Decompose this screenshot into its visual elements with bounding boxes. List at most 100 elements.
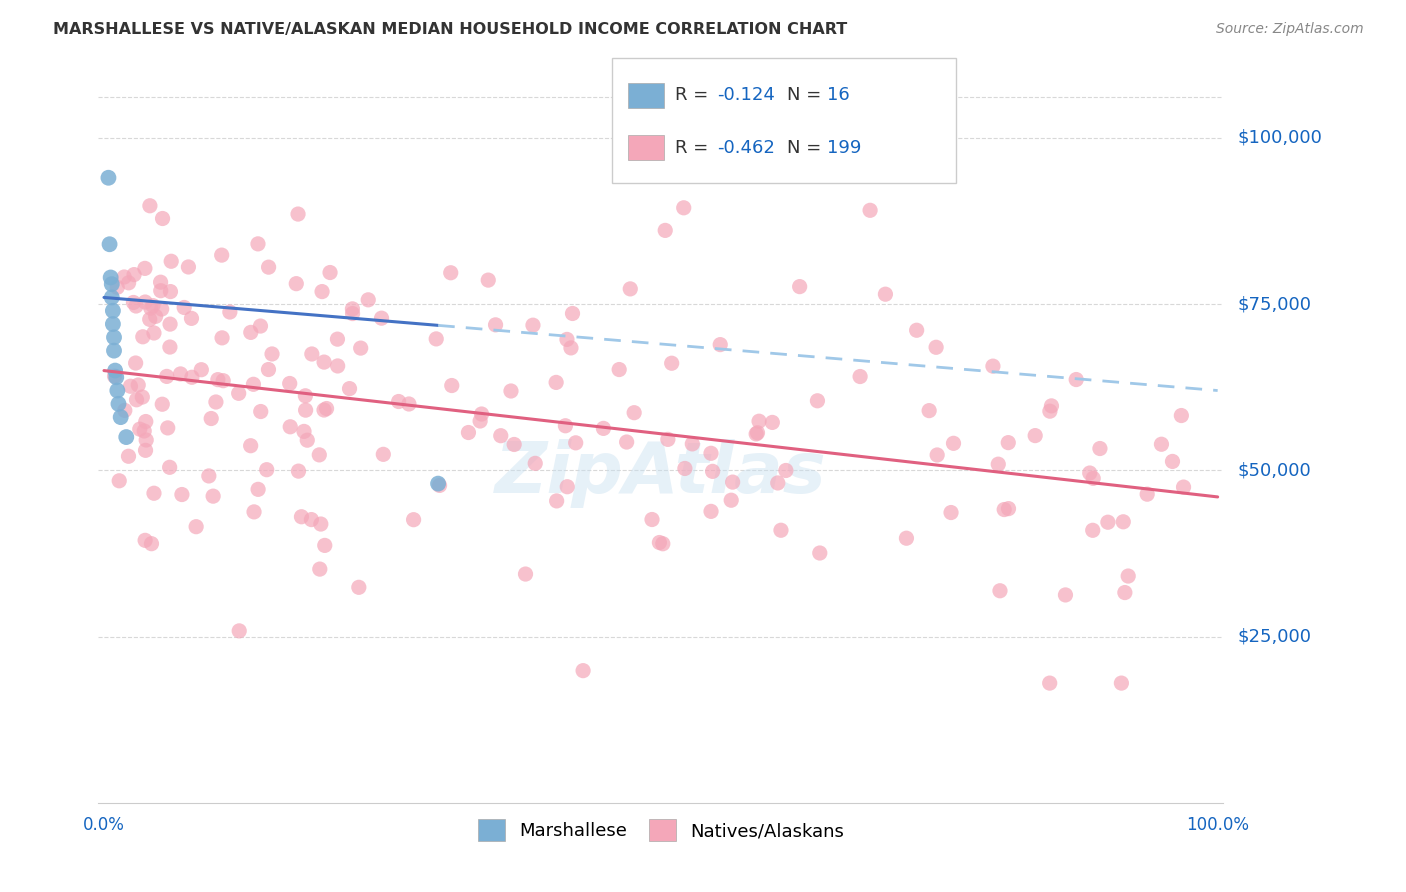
Point <box>125 392 148 407</box>
Point <box>260 347 283 361</box>
Point <box>1039 676 1062 690</box>
Point <box>246 236 269 251</box>
Point <box>294 389 316 403</box>
Point <box>278 376 301 391</box>
Point <box>218 305 240 319</box>
Point <box>205 395 228 409</box>
Point <box>247 483 270 497</box>
Point <box>142 299 165 313</box>
Text: ZipAtlas: ZipAtlas <box>495 439 827 508</box>
Point <box>927 448 949 462</box>
Point <box>761 416 783 430</box>
Point <box>202 489 225 503</box>
Text: $50,000: $50,000 <box>1237 461 1310 479</box>
Point <box>180 370 202 384</box>
Point <box>105 280 128 294</box>
Legend: Marshallese, Natives/Alaskans: Marshallese, Natives/Alaskans <box>471 812 851 848</box>
Point <box>681 437 703 451</box>
Point <box>141 537 163 551</box>
Point <box>440 266 463 280</box>
Text: $100,000: $100,000 <box>1237 128 1322 147</box>
Point <box>326 332 349 346</box>
Point <box>1111 676 1133 690</box>
Point <box>522 318 544 333</box>
Point <box>370 311 392 326</box>
Point <box>997 501 1019 516</box>
Point <box>748 414 770 428</box>
Point <box>135 433 157 447</box>
Point <box>103 369 125 384</box>
Point <box>190 362 212 376</box>
Point <box>555 333 578 347</box>
Point <box>555 480 578 494</box>
Point <box>103 343 125 358</box>
Point <box>239 326 262 340</box>
Point <box>702 464 724 478</box>
Point <box>1024 428 1046 442</box>
Point <box>766 475 789 490</box>
Point <box>592 421 614 435</box>
Point <box>425 332 447 346</box>
Point <box>709 337 731 351</box>
Point <box>156 421 179 435</box>
Point <box>150 397 173 411</box>
Point <box>294 403 316 417</box>
Point <box>641 512 664 526</box>
Point <box>789 279 811 293</box>
Point <box>720 493 742 508</box>
Point <box>311 285 333 299</box>
Point <box>939 506 962 520</box>
Point <box>299 512 322 526</box>
Point <box>117 276 139 290</box>
Point <box>1054 588 1077 602</box>
Point <box>309 516 332 531</box>
Point <box>173 301 195 315</box>
Point <box>156 369 179 384</box>
Point <box>198 469 221 483</box>
Point <box>1173 480 1195 494</box>
Point <box>503 437 526 451</box>
Point <box>654 223 676 237</box>
Point <box>747 425 769 440</box>
Point <box>115 430 138 444</box>
Point <box>623 406 645 420</box>
Point <box>169 367 191 381</box>
Point <box>524 456 547 470</box>
Point <box>745 426 768 441</box>
Point <box>561 306 583 320</box>
Point <box>775 463 797 477</box>
Text: -0.462: -0.462 <box>717 139 775 157</box>
Point <box>314 538 336 552</box>
Point <box>1136 487 1159 501</box>
Point <box>700 446 723 460</box>
Point <box>114 403 136 417</box>
Point <box>128 422 150 436</box>
Text: Source: ZipAtlas.com: Source: ZipAtlas.com <box>1216 22 1364 37</box>
Text: $75,000: $75,000 <box>1237 295 1312 313</box>
Point <box>673 461 696 475</box>
Point <box>997 435 1019 450</box>
Point <box>120 379 142 393</box>
Point <box>132 330 155 344</box>
Point <box>1150 437 1173 451</box>
Point <box>145 310 167 324</box>
Point <box>256 463 278 477</box>
Point <box>149 275 172 289</box>
Point <box>152 211 174 226</box>
Point <box>925 340 948 354</box>
Point <box>499 384 522 398</box>
Point <box>142 326 165 340</box>
Point <box>134 261 156 276</box>
Point <box>398 397 420 411</box>
Point <box>107 397 129 411</box>
Point <box>101 303 124 318</box>
Point <box>808 546 831 560</box>
Point <box>149 284 172 298</box>
Point <box>159 340 181 354</box>
Point <box>373 447 395 461</box>
Point <box>211 248 233 262</box>
Point <box>122 295 145 310</box>
Point <box>287 207 309 221</box>
Point <box>160 254 183 268</box>
Point <box>134 533 156 548</box>
